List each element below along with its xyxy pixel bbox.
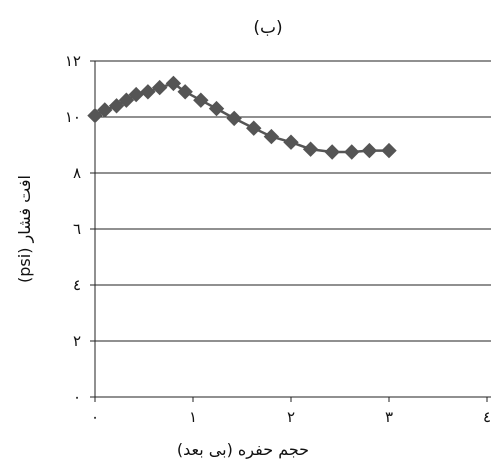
series-0-point-7 (165, 75, 182, 92)
x-tick-label-2: ۲ (287, 408, 295, 426)
y-tick-label-2: ٤ (73, 276, 81, 294)
series-0-point-3 (118, 92, 135, 108)
y-tick-label-1: ۲ (73, 332, 81, 350)
series-0-point-0 (87, 107, 103, 124)
x-tick-label-0: ۰ (91, 408, 99, 426)
x-axis-title: حجم حفره (بی بعد) (177, 440, 309, 460)
series-0-point-6 (151, 79, 168, 96)
series-0-point-10 (208, 100, 225, 117)
y-tick-label-4: ۸ (73, 164, 81, 182)
series-0-point-9 (193, 92, 209, 108)
series-0-point-14 (283, 134, 299, 150)
series-0-point-2 (108, 98, 125, 114)
gridlines (95, 60, 491, 342)
series-0-point-19 (381, 142, 397, 159)
series-0-point-8 (177, 84, 193, 100)
series-0-point-17 (344, 144, 360, 160)
series-0-point-16 (324, 144, 340, 160)
y-tick-label-5: ۱۰ (65, 108, 81, 126)
series-0-point-13 (263, 128, 280, 145)
series-0-point-15 (302, 141, 319, 157)
series-0-point-5 (140, 84, 156, 100)
data-series (87, 75, 397, 160)
series-0-point-1 (97, 102, 113, 118)
y-tick-label-6: ۱۲ (65, 52, 81, 70)
y-tick-label-3: ٦ (73, 220, 81, 238)
series-0-point-18 (361, 142, 378, 159)
series-0-point-12 (246, 120, 262, 136)
y-axis-title: افت فشار (psi) (15, 175, 35, 283)
series-0-point-11 (226, 110, 242, 127)
x-tick-label-3: ۳ (385, 408, 393, 426)
x-tick-label-1: ۱ (189, 408, 197, 426)
y-tick-label-0: ۰ (73, 388, 81, 406)
chart-title: (ب) (253, 18, 282, 38)
x-tick-label-4: ٤ (483, 408, 491, 426)
